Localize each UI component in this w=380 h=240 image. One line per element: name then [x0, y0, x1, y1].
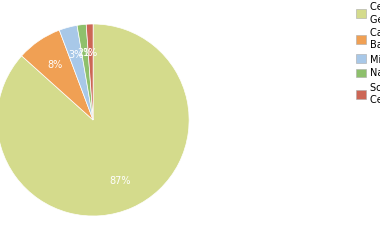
- Text: 2%: 2%: [78, 48, 93, 58]
- Text: 87%: 87%: [110, 176, 131, 186]
- Text: 1%: 1%: [83, 48, 98, 58]
- Text: 3%: 3%: [68, 50, 83, 60]
- Wedge shape: [59, 25, 93, 120]
- Wedge shape: [86, 24, 93, 120]
- Wedge shape: [22, 30, 93, 120]
- Wedge shape: [0, 24, 189, 216]
- Wedge shape: [77, 24, 93, 120]
- Legend: Centre for Biodiversity
Genomics [227], Canadian Centre for DNA
Barcoding [20], : Centre for Biodiversity Genomics [227], …: [355, 0, 380, 106]
- Text: 8%: 8%: [48, 60, 63, 70]
